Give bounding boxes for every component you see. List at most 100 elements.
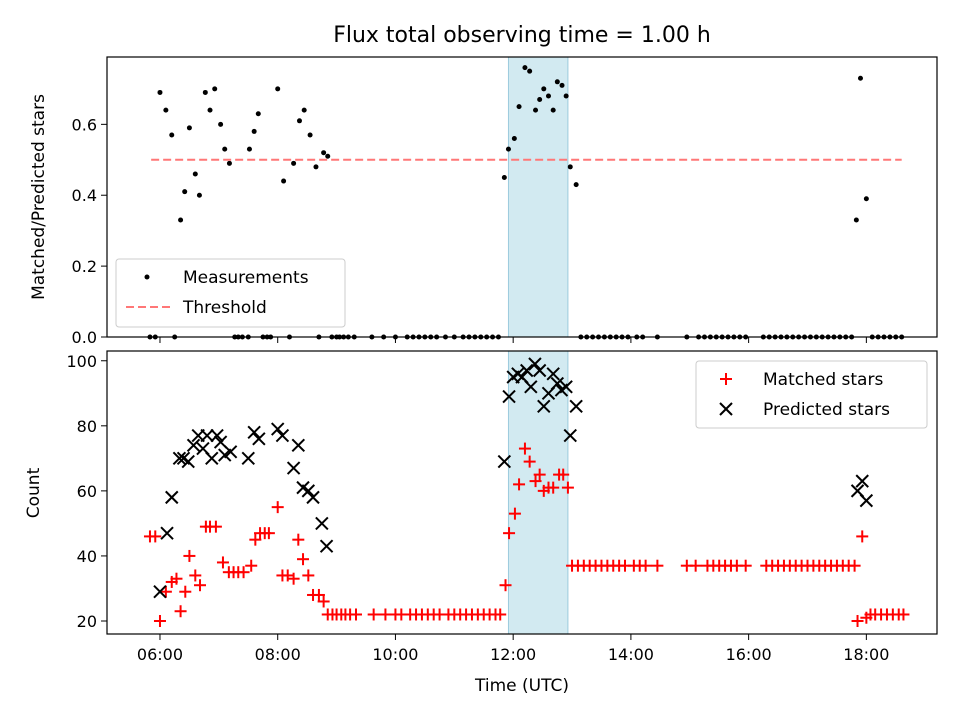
- predicted-stars-point: [306, 490, 320, 505]
- predicted-stars-point: [524, 380, 538, 394]
- measurements-point: [281, 178, 287, 184]
- matched-stars-point: [689, 559, 702, 572]
- predicted-stars-point: [286, 461, 301, 475]
- measurements-point: [563, 93, 569, 99]
- matched-stars-point: [851, 614, 864, 627]
- predicted-stars-point: [315, 516, 329, 531]
- measurements-point: [863, 196, 869, 202]
- top-panel-highlight-span: [507, 56, 569, 338]
- measurements-point: [301, 107, 307, 113]
- matched-stars-point: [533, 468, 546, 481]
- bottom-panel-ylabel: Count: [24, 467, 44, 518]
- matched-stars-point: [153, 614, 166, 627]
- bottom-panel-x-ticks: 06:00 08:00 10:00 12:00 14:00 16:00 18:00: [137, 634, 889, 664]
- x-tick-label: 18:00: [843, 645, 889, 664]
- x-tick-label: 06:00: [137, 645, 183, 664]
- measurements-point: [522, 65, 528, 71]
- y-tick-label: 0.4: [72, 186, 97, 205]
- matched-stars-point: [262, 527, 275, 540]
- measurements-point: [275, 86, 281, 92]
- legend-threshold-label: Threshold: [182, 298, 267, 318]
- top-legend: Measurements Threshold: [115, 258, 346, 328]
- legend-measurements-marker: [144, 274, 150, 280]
- matched-stars-point: [179, 585, 192, 598]
- measurements-point: [291, 160, 297, 166]
- measurements-point: [533, 107, 539, 113]
- y-tick-label: 40: [77, 547, 97, 566]
- matched-stars-point: [216, 556, 229, 569]
- x-tick-label: 10:00: [372, 645, 418, 664]
- top-panel-x-ticks: [159, 337, 867, 343]
- y-tick-label: 60: [77, 482, 97, 501]
- matched-stars-point: [557, 468, 570, 481]
- predicted-stars-point: [301, 484, 316, 498]
- predicted-stars-point: [520, 363, 534, 378]
- measurements-point: [255, 111, 261, 117]
- predicted-stars-point: [546, 367, 560, 381]
- matched-stars-point: [379, 608, 392, 621]
- predicted-stars-point: [502, 389, 516, 404]
- measurements-point: [196, 192, 202, 198]
- matched-stars-point: [856, 530, 869, 543]
- y-tick-label: 0.2: [72, 257, 97, 276]
- y-tick-label: 0.0: [72, 328, 97, 347]
- predicted-stars-point: [247, 425, 261, 440]
- predicted-stars-point: [497, 454, 512, 469]
- x-tick-label: 16:00: [726, 645, 772, 664]
- predicted-stars-point: [252, 432, 266, 446]
- predicted-stars-point: [165, 490, 179, 505]
- measurements-point: [163, 107, 169, 113]
- bottom-legend-frame: [695, 360, 928, 429]
- predicted-stars-point: [160, 526, 174, 540]
- matched-stars-point: [149, 530, 162, 543]
- predicted-stars-point: [563, 428, 577, 443]
- predicted-stars-point: [537, 399, 551, 414]
- measurements-point: [313, 164, 319, 170]
- measurements-point: [296, 118, 302, 124]
- measurements-point: [541, 86, 547, 92]
- matched-stars-point: [523, 455, 536, 468]
- measurements-point: [550, 107, 556, 113]
- measurements-point: [501, 175, 507, 181]
- predicted-stars-point: [569, 399, 583, 414]
- predicted-stars-point: [181, 454, 195, 469]
- predicted-stars-point: [275, 428, 290, 443]
- measurements-point: [853, 217, 859, 223]
- top-panel-frame: [106, 56, 938, 338]
- matched-stars-point: [317, 595, 330, 608]
- measurements-point: [559, 82, 565, 88]
- legend-predicted-label: Predicted stars: [763, 400, 890, 420]
- x-tick-label: 14:00: [608, 645, 654, 664]
- measurements-point: [554, 79, 560, 85]
- matched-stars-point: [651, 559, 664, 572]
- bottom-panel-frame: [106, 350, 938, 635]
- matched-stars-point: [513, 478, 526, 491]
- matched-stars-point: [159, 585, 172, 598]
- matched-stars-point: [237, 566, 250, 579]
- measurements-point: [325, 153, 331, 159]
- matched-stars-point: [547, 481, 560, 494]
- matched-stars-point: [170, 572, 183, 585]
- top-panel-ylabel: Matched/Predicted stars: [29, 94, 49, 300]
- measurements-point: [545, 93, 551, 99]
- y-tick-label: 20: [77, 612, 97, 631]
- x-axis-label: Time (UTC): [474, 676, 569, 696]
- measurements-point: [212, 86, 218, 92]
- measurements-point: [192, 171, 198, 177]
- y-tick-label: 0.6: [72, 115, 97, 134]
- predicted-stars-point: [172, 451, 187, 466]
- predicted-stars-point: [241, 451, 255, 466]
- matched-stars-point: [350, 608, 362, 621]
- matched-stars-point: [561, 481, 574, 494]
- measurements-point: [516, 104, 522, 110]
- legend-measurements-label: Measurements: [183, 268, 309, 288]
- matched-stars-point: [194, 579, 207, 592]
- matched-stars-point: [209, 520, 222, 533]
- predicted-stars-point: [291, 438, 306, 453]
- y-tick-label: 100: [66, 352, 97, 371]
- x-tick-label: 08:00: [255, 645, 301, 664]
- measurements-point: [537, 97, 543, 103]
- legend-predicted-marker: [719, 402, 733, 416]
- matched-stars-point: [287, 572, 300, 585]
